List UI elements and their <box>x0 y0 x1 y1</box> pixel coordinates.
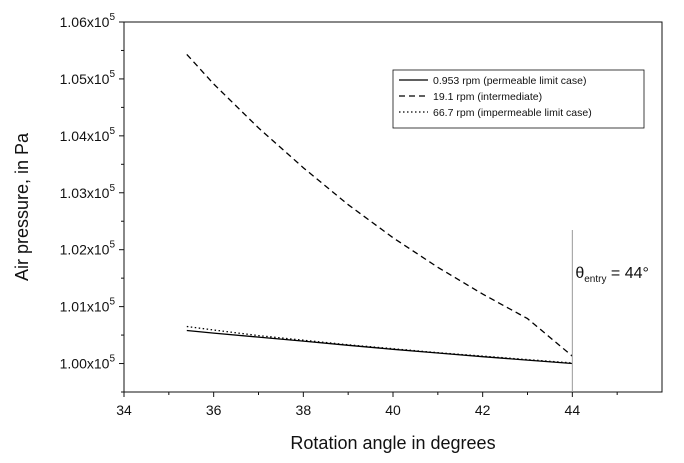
y-tick-mantissa: 1.06x10 <box>60 14 110 30</box>
y-tick-label: 1.01x105 <box>60 297 116 315</box>
x-axis: 34 36 38 40 42 44 <box>116 392 617 418</box>
y-tick-label: 1.03x105 <box>60 183 116 201</box>
y-tick-label: 1.02x105 <box>60 240 116 258</box>
y-tick-mantissa: 1.01x10 <box>60 299 110 315</box>
y-tick-mantissa: 1.03x10 <box>60 185 110 201</box>
legend-label-1: 0.953 rpm (permeable limit case) <box>433 75 586 87</box>
y-tick-mantissa: 1.04x10 <box>60 128 110 144</box>
legend: 0.953 rpm (permeable limit case) 19.1 rpm… <box>393 70 644 128</box>
annotation: θentry = 44° <box>572 230 649 392</box>
x-tick-label: 40 <box>385 402 401 418</box>
series-line-3 <box>187 327 573 364</box>
x-tick-label: 34 <box>116 402 132 418</box>
y-tick-exponent: 5 <box>109 297 115 308</box>
y-axis-label: Air pressure, in Pa <box>12 132 32 281</box>
y-tick-label: 1.06x105 <box>60 12 116 30</box>
y-tick-exponent: 5 <box>109 183 115 194</box>
legend-label-3: 66.7 rpm (impermeable limit case) <box>433 107 592 119</box>
y-tick-label: 1.00x105 <box>60 354 116 372</box>
annotation-text: = 44° <box>606 265 648 282</box>
y-axis: 1.00x1051.01x1051.02x1051.03x1051.04x105… <box>60 12 124 392</box>
annotation-label: θentry = 44° <box>575 265 649 285</box>
y-tick-mantissa: 1.05x10 <box>60 71 110 87</box>
x-tick-label: 38 <box>296 402 312 418</box>
y-tick-mantissa: 1.02x10 <box>60 242 110 258</box>
legend-label-2: 19.1 rpm (intermediate) <box>433 91 542 103</box>
y-tick-label: 1.04x105 <box>60 126 116 144</box>
x-tick-label: 44 <box>565 402 581 418</box>
y-tick-label: 1.05x105 <box>60 69 116 87</box>
y-tick-exponent: 5 <box>109 354 115 365</box>
x-axis-label: Rotation angle in degrees <box>290 433 495 453</box>
annotation-subscript: entry <box>584 274 606 285</box>
annotation-symbol: θ <box>575 265 584 282</box>
y-tick-exponent: 5 <box>109 240 115 251</box>
y-tick-exponent: 5 <box>109 69 115 80</box>
y-tick-exponent: 5 <box>109 12 115 23</box>
x-tick-label: 36 <box>206 402 222 418</box>
y-tick-exponent: 5 <box>109 126 115 137</box>
y-tick-mantissa: 1.00x10 <box>60 356 110 372</box>
x-tick-label: 42 <box>475 402 491 418</box>
